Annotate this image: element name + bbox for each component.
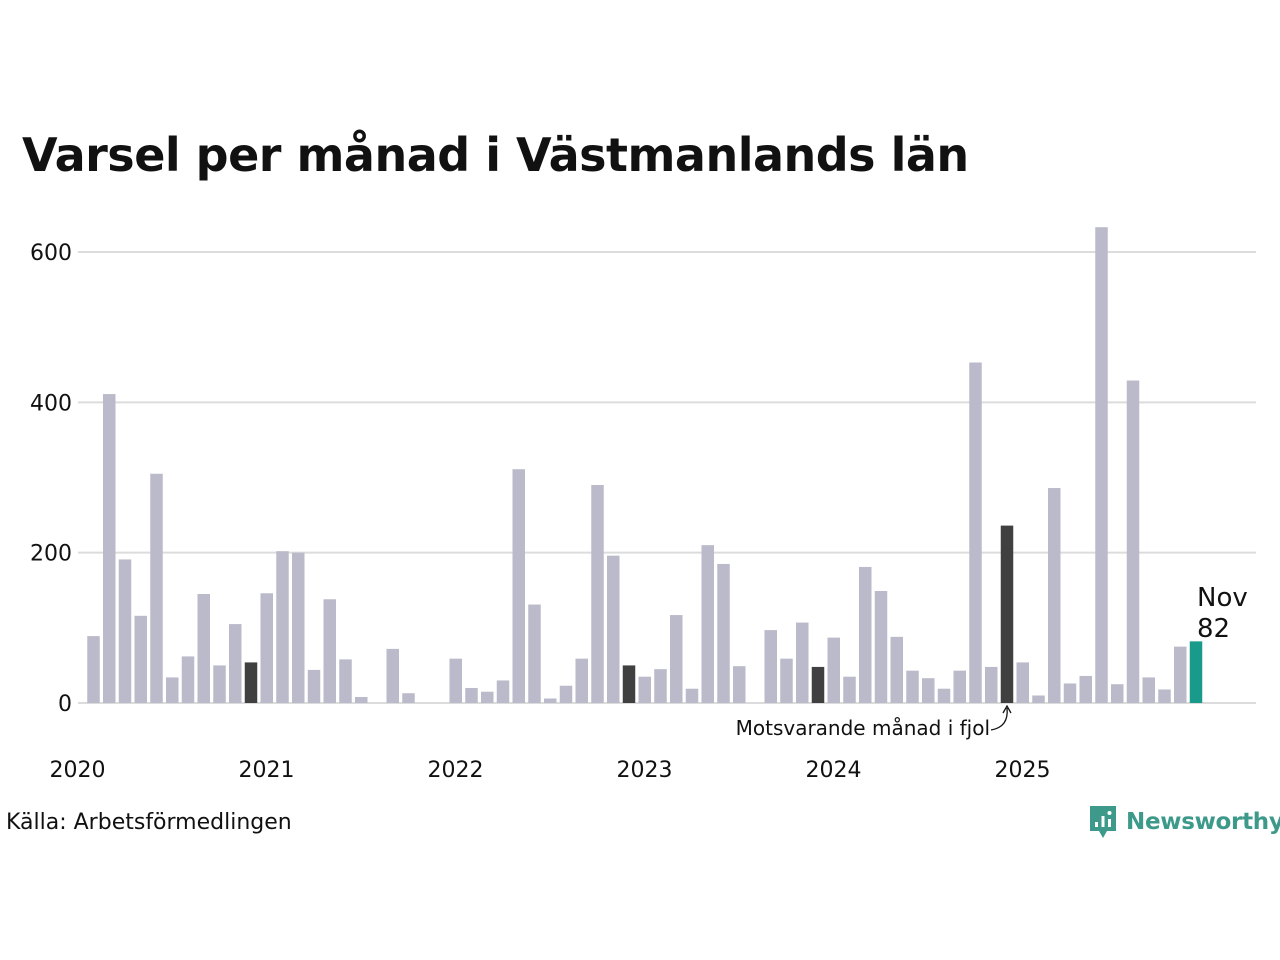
bar [292,552,305,703]
bar [307,669,321,703]
x-tick-label: 2021 [239,758,295,783]
bar [874,591,888,703]
bar-same-month [244,662,258,703]
bar [591,485,604,703]
bar [843,676,856,703]
bar [134,615,147,703]
bar [1016,662,1029,703]
bar [197,594,210,703]
bar [733,666,746,703]
y-tick-label: 200 [30,542,72,567]
brand-name: Newsworthy [1126,809,1280,835]
bar [1142,677,1155,703]
bar [118,559,132,703]
bar [985,666,998,703]
chart-title: Varsel per månad i Västmanlands län [22,128,969,182]
bar [654,669,667,703]
bar-current [1189,641,1203,703]
bar [1079,675,1092,703]
bar [355,696,368,703]
bar [701,545,714,703]
y-tick-label: 600 [30,241,72,266]
bar [260,593,273,703]
bar [386,648,399,703]
bar [544,698,557,703]
annotation-arrow [990,707,1008,731]
bar [166,677,179,703]
bar [764,630,777,703]
bar [796,622,809,703]
bar [512,469,525,703]
bar [670,615,683,703]
bar [827,637,840,703]
bar [780,658,793,703]
y-tick-label: 0 [58,692,72,717]
bar [496,680,510,703]
bar [922,678,935,703]
bar [859,566,872,703]
bar-same-month [811,666,825,703]
bar [449,658,462,703]
bar [906,670,919,703]
bar [937,688,951,703]
bar [685,688,699,703]
newsworthy-logo-icon [1090,806,1116,838]
bar [323,599,336,703]
bar [607,555,620,703]
bar-same-month [622,665,636,703]
bar [229,624,242,703]
bar [1126,380,1140,703]
bar [528,604,541,703]
annotation-label: Motsvarande månad i fjol [736,716,990,740]
bar [213,665,226,703]
bar [103,394,116,703]
source-note: Källa: Arbetsförmedlingen [6,810,292,835]
bar-same-month [1000,525,1014,703]
bar [1174,646,1187,703]
x-tick-label: 2022 [428,758,484,783]
bar [1095,227,1108,703]
y-tick-label: 400 [30,391,72,416]
bar [150,473,163,703]
bar [969,362,982,703]
bar [575,658,588,703]
bar [481,691,494,703]
bar [890,636,903,703]
current-month-label: Nov [1197,583,1248,613]
annotation-arrowhead [1002,704,1012,714]
current-value-label: 82 [1197,614,1230,644]
x-tick-label: 2025 [995,758,1051,783]
x-tick-label: 2024 [806,758,862,783]
bar [1048,488,1061,703]
bar [559,685,573,703]
bar [402,693,415,703]
bar [87,636,100,703]
bar [465,687,478,703]
bar [339,659,352,703]
bar [1158,689,1171,703]
bar [1063,683,1077,703]
bar [276,551,289,703]
brand-logo: Newsworthy [1088,804,1280,840]
bar [638,676,651,703]
bar [717,563,730,703]
bar [953,670,966,703]
bar [1111,684,1124,703]
bar [181,656,195,703]
x-tick-label: 2023 [617,758,673,783]
bar [1032,695,1045,703]
x-tick-label: 2020 [50,758,106,783]
